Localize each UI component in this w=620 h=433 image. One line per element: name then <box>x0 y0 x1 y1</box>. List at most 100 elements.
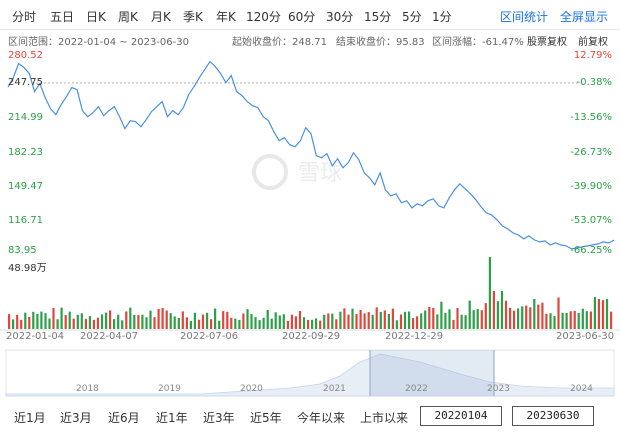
volume-bar <box>129 307 132 329</box>
year-label: 2022 <box>405 384 428 394</box>
volume-bar <box>311 319 314 329</box>
volume-bar <box>351 308 354 329</box>
range-3m-button[interactable]: 近3月 <box>60 411 92 425</box>
volume-bar <box>391 308 394 329</box>
volume-bar <box>246 309 249 329</box>
range-ytd-button[interactable]: 今年以来 <box>297 411 346 425</box>
volume-bar <box>56 319 59 329</box>
volume-bar <box>504 300 508 329</box>
range-change: 区间涨幅：-61.47% <box>432 37 524 48</box>
tab-30min[interactable]: 30分 <box>326 10 354 24</box>
tab-quarterly-k[interactable]: 季K <box>183 10 203 24</box>
tab-15min[interactable]: 15分 <box>364 10 392 24</box>
volume-bar <box>201 314 205 329</box>
volume-bar <box>60 307 63 329</box>
volume-bar <box>206 312 209 329</box>
range-5y-button[interactable]: 近5年 <box>250 411 282 425</box>
volume-bar <box>36 314 39 329</box>
volume-bar <box>448 309 451 329</box>
volume-bar <box>193 312 196 329</box>
volume-bar <box>44 313 47 329</box>
tab-yearly-k[interactable]: 年K <box>216 10 236 24</box>
volume-bar <box>456 308 459 329</box>
volume-bar <box>218 320 221 329</box>
volume-bar <box>416 316 419 329</box>
volume-bar <box>561 312 564 329</box>
volume-bar <box>343 308 346 329</box>
volume-bar <box>589 311 592 329</box>
range-since-listing-button[interactable]: 上市以来 <box>360 411 409 425</box>
fullscreen-link[interactable]: 全屏显示 <box>560 10 609 24</box>
volume-bar <box>214 308 217 329</box>
volume-bar <box>16 314 19 329</box>
volume-bar <box>513 310 516 329</box>
range-3y-button[interactable]: 近3年 <box>203 411 235 425</box>
volume-bar <box>133 314 136 329</box>
volume-bar <box>509 307 512 329</box>
y-tick-label: 280.52 <box>8 50 43 61</box>
range-navigator[interactable] <box>0 348 620 400</box>
watermark: 雪球 <box>252 154 342 190</box>
volume-bar <box>371 314 374 329</box>
volume-bar <box>593 297 596 329</box>
volume-bar <box>327 313 330 329</box>
tab-1min[interactable]: 1分 <box>432 10 452 24</box>
navigator-selection[interactable] <box>370 350 494 396</box>
y-tick-label: 182.23 <box>8 147 43 158</box>
volume-bar <box>557 297 560 329</box>
volume-bar <box>270 318 273 329</box>
volume-bar <box>440 301 443 329</box>
tab-120min[interactable]: 120分 <box>246 10 281 24</box>
range-6m-button[interactable]: 近6月 <box>108 411 140 425</box>
price-chart[interactable]: 雪球 <box>0 48 620 352</box>
adjust-mode-select[interactable]: 前复权 <box>578 37 608 48</box>
volume-bar <box>117 314 120 329</box>
volume-bar <box>585 311 588 329</box>
volume-bar <box>262 317 265 329</box>
volume-max-label: 48.98万 <box>8 263 47 274</box>
volume-bar <box>424 310 427 329</box>
range-stats-link[interactable]: 区间统计 <box>500 10 549 24</box>
volume-bar <box>40 311 43 329</box>
volume-bar <box>32 311 35 329</box>
tab-daily-k[interactable]: 日K <box>86 10 106 24</box>
volume-bar <box>525 305 528 329</box>
pct-tick-label: -39.90% <box>570 181 612 192</box>
volume-bar <box>335 319 338 329</box>
tab-60min[interactable]: 60分 <box>288 10 316 24</box>
volume-bar <box>383 310 386 329</box>
volume-bar <box>302 317 306 329</box>
year-label: 2024 <box>570 384 593 394</box>
volume-bar <box>432 307 435 329</box>
volume-bar <box>395 320 398 329</box>
end-date-input[interactable]: 20230630 <box>512 406 594 426</box>
y-tick-label: 116.71 <box>8 215 43 226</box>
tab-weekly-k[interactable]: 周K <box>118 10 138 24</box>
tab-intraday[interactable]: 分时 <box>12 10 37 24</box>
adjust-label: 股票复权 <box>527 37 567 48</box>
volume-bar <box>367 312 370 329</box>
tab-5min[interactable]: 5分 <box>402 10 422 24</box>
volume-bar <box>569 311 572 329</box>
volume-bar <box>12 319 15 329</box>
volume-bar <box>460 314 463 329</box>
tab-monthly-k[interactable]: 月K <box>151 10 171 24</box>
start-date-input[interactable]: 20220104 <box>420 406 502 426</box>
range-button-bar: 近1月 近3月 近6月 近1年 近3年 近5年 今年以来 上市以来 202201… <box>0 400 620 433</box>
volume-bar <box>169 313 172 329</box>
x-tick-label: 2022-09-29 <box>282 331 341 342</box>
volume-bar <box>541 302 544 329</box>
volume-bar <box>323 314 326 329</box>
x-tick-label: 2023-06-30 <box>556 331 615 342</box>
volume-bar <box>286 320 289 329</box>
volume-bar <box>581 308 584 329</box>
period-tab-bar: 分时 五日 日K 周K 月K 季K 年K 120分 60分 30分 15分 5分… <box>0 0 620 30</box>
volume-bar <box>121 320 124 329</box>
volume-bar <box>500 291 504 329</box>
range-1m-button[interactable]: 近1月 <box>14 411 46 425</box>
tab-five-day[interactable]: 五日 <box>50 10 75 24</box>
volume-bar <box>88 316 91 329</box>
y-tick-label: 214.99 <box>8 112 43 123</box>
range-1y-button[interactable]: 近1年 <box>156 411 188 425</box>
volume-bar <box>76 314 79 329</box>
